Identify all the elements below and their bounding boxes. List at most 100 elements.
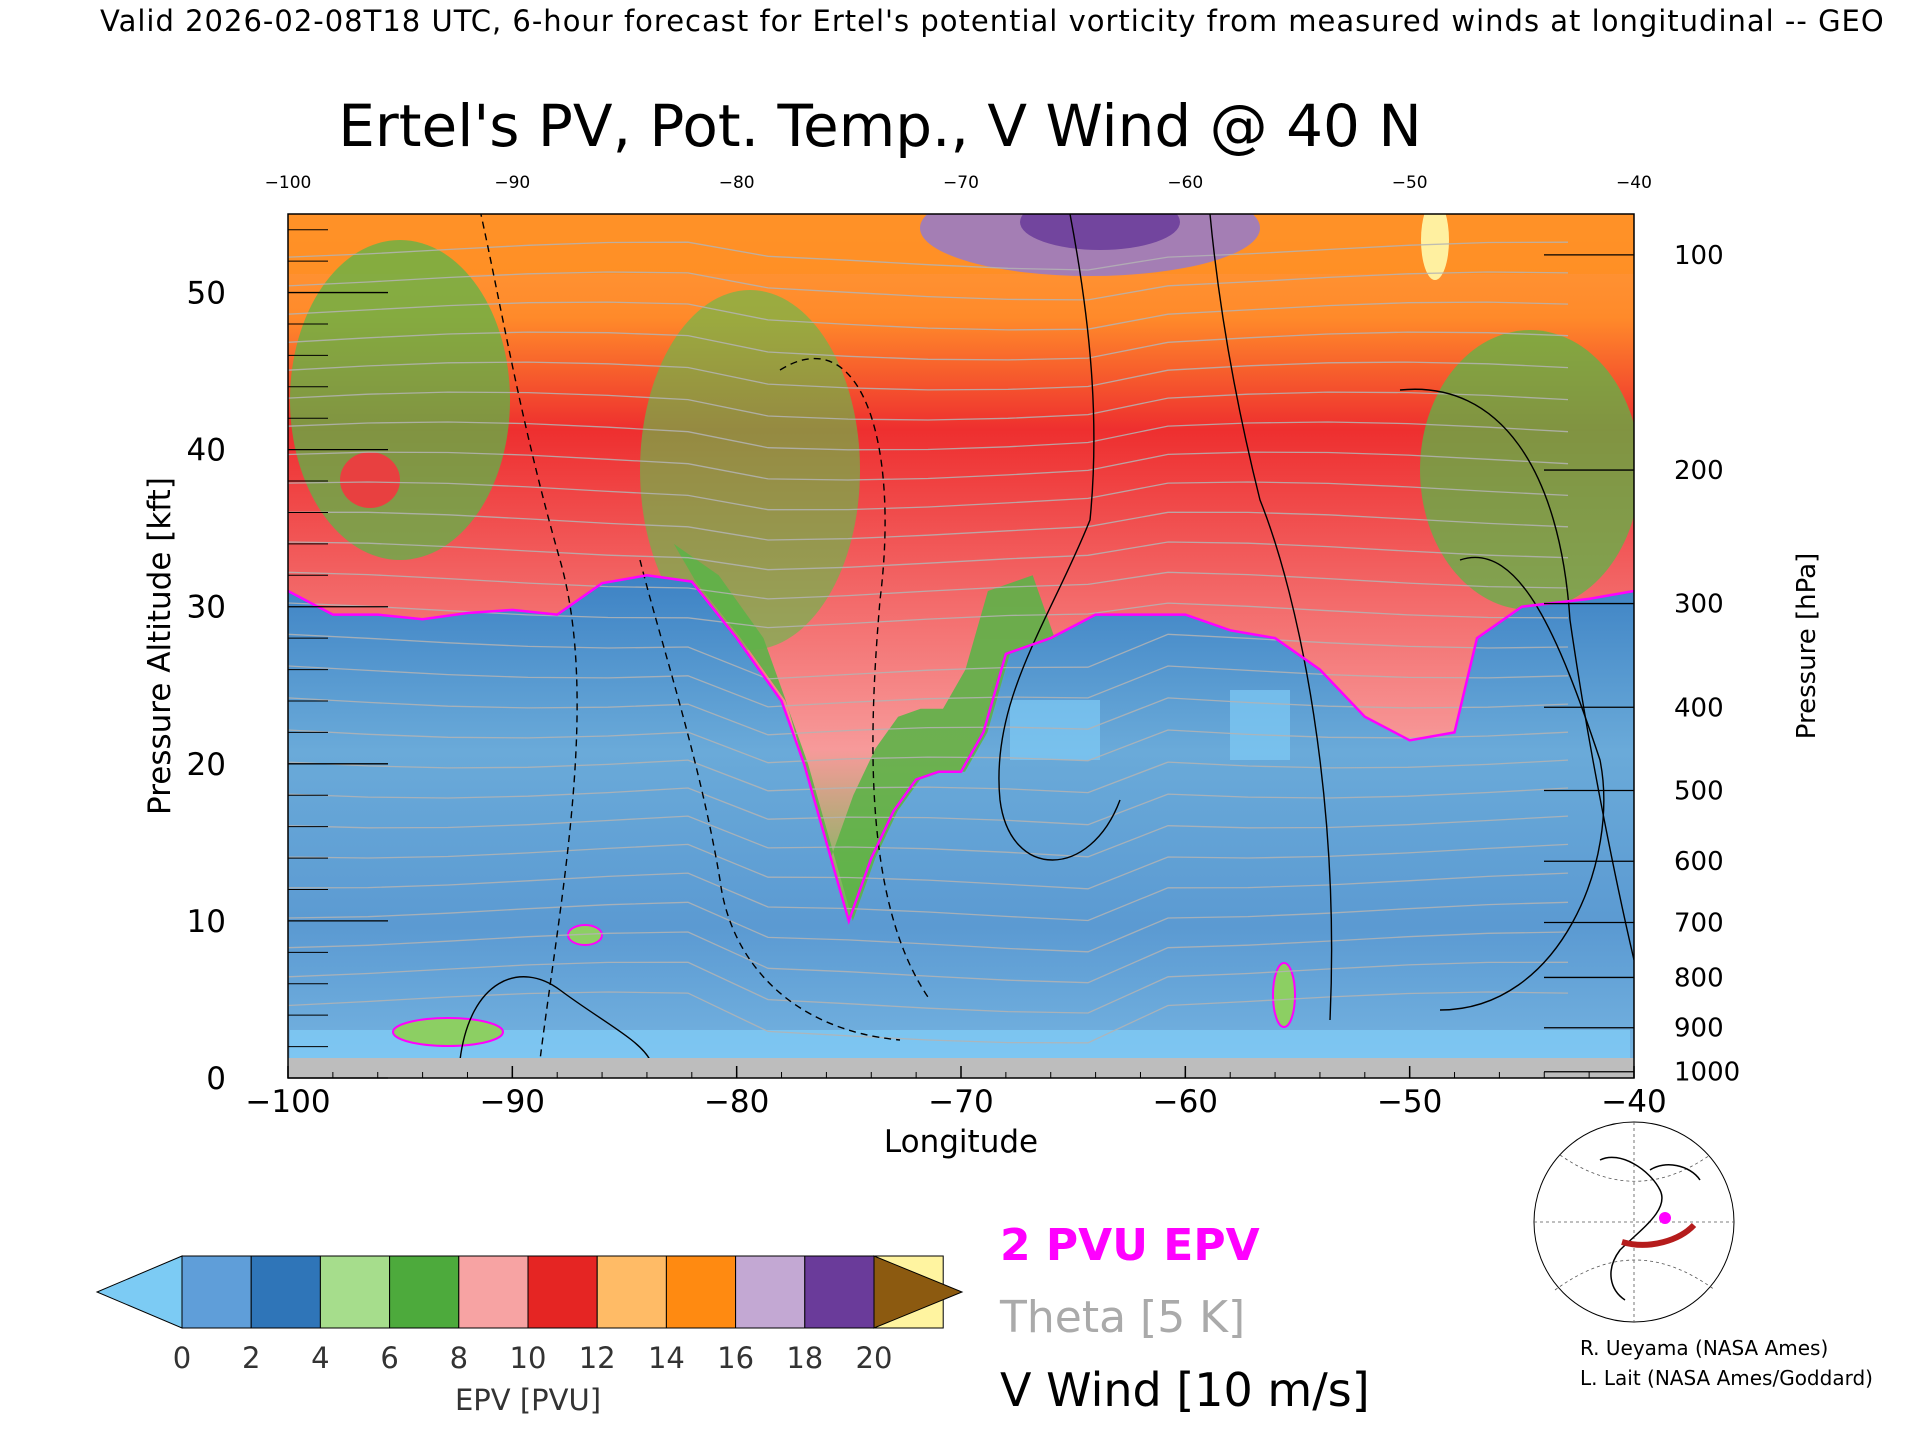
colorbar-tick-label: 16 <box>717 1341 754 1375</box>
theta-contour <box>288 697 1569 736</box>
y-tick-label: 20 <box>187 747 226 783</box>
y-axis-label-right: Pressure [hPa] <box>1792 553 1822 740</box>
theta-contour <box>288 391 1569 421</box>
legend-entry: 2 PVU EPV <box>1000 1220 1260 1271</box>
theta-contours <box>288 241 1569 1044</box>
pressure-tick-label: 600 <box>1674 847 1724 877</box>
theta-contour <box>288 541 1569 571</box>
low-level-pv-blob-3 <box>1272 962 1296 1028</box>
y-tick-label: 30 <box>187 590 226 626</box>
red-epv-west <box>340 452 400 508</box>
colorbar-tick-label: 2 <box>242 1341 260 1375</box>
colorbar-segment <box>458 1255 529 1329</box>
pressure-tick-label: 500 <box>1674 777 1724 807</box>
y-tick-label: 40 <box>187 433 226 469</box>
theta-contour <box>288 665 1569 708</box>
colorbar-tick-label: 0 <box>173 1341 191 1375</box>
theta-contour <box>288 301 1569 331</box>
x-tick-label: −80 <box>704 1084 769 1120</box>
v-wind-contour-solid-3 <box>1399 388 1634 961</box>
colorbar-over-arrow <box>873 1255 964 1329</box>
colorbar-tick-label: 8 <box>450 1341 468 1375</box>
theta-contour <box>288 481 1569 511</box>
colorbar-tick-label: 14 <box>648 1341 685 1375</box>
tropopause-fold-green <box>673 543 1055 921</box>
theta-contour <box>288 511 1569 541</box>
theta-contour <box>288 571 1569 600</box>
theta-contour <box>288 961 1569 1014</box>
theta-contour <box>288 421 1569 451</box>
v-wind-contour-dashed-1 <box>480 214 578 1061</box>
colorbar: 0 2 4 6 8 10 12 14 16 18 20 <box>95 1255 964 1375</box>
green-epv-east <box>1420 330 1634 610</box>
credit-line-1: R. Ueyama (NASA Ames) <box>1580 1336 1829 1360</box>
legend-entry: Theta [5 K] <box>999 1292 1245 1343</box>
y-axis-left: 0 10 20 30 40 50 <box>187 229 388 1097</box>
x-tick-label: −100 <box>245 1084 330 1120</box>
top-x-tick-label: −100 <box>265 173 312 193</box>
colorbar-segment <box>804 1255 875 1329</box>
pressure-tick-label: 400 <box>1674 693 1724 723</box>
x-tick-label: −60 <box>1153 1084 1218 1120</box>
v-wind-contour-solid-5 <box>459 976 651 1061</box>
x-axis-top: −100 −90 −80 −70 −60 −50 −40 <box>265 173 1652 193</box>
legend: 2 PVU EPV Theta [5 K] V Wind [10 m/s] <box>999 1220 1370 1417</box>
pv2-tropopause-line <box>288 574 1634 925</box>
colorbar-tick-label: 10 <box>510 1341 547 1375</box>
low-level-pv-blob-1 <box>392 1017 504 1047</box>
x-axis-label: Longitude <box>884 1124 1038 1160</box>
map-location-marker <box>1659 1212 1671 1224</box>
colorbar-segment <box>665 1255 737 1329</box>
theta-contour <box>288 633 1569 680</box>
light-blue-patch-1 <box>1010 700 1100 760</box>
colorbar-under-arrow <box>95 1255 183 1329</box>
x-axis: −100 −90 −80 −70 −60 −50 −40 <box>245 1066 1667 1120</box>
colorbar-segment <box>250 1255 321 1329</box>
y-tick-label: 0 <box>206 1061 226 1097</box>
pressure-tick-label: 800 <box>1674 963 1724 993</box>
theta-contour <box>288 361 1569 391</box>
top-x-tick-label: −60 <box>1167 173 1203 193</box>
troposphere-field <box>288 575 1634 1078</box>
top-x-tick-label: −40 <box>1616 173 1652 193</box>
purple-epv-core <box>1020 214 1180 250</box>
theta-contour <box>288 815 1569 858</box>
legend-entry: V Wind [10 m/s] <box>1000 1363 1370 1417</box>
theta-contour <box>288 787 1569 826</box>
top-x-tick-label: −70 <box>943 173 979 193</box>
colorbar-tick-label: 20 <box>856 1341 893 1375</box>
chart-title: Ertel's PV, Pot. Temp., V Wind @ 40 N <box>338 92 1422 160</box>
theta-contour <box>288 872 1569 922</box>
v-wind-contour-solid-2 <box>1209 214 1333 1021</box>
pressure-tick-label: 1000 <box>1674 1058 1740 1088</box>
colorbar-segment <box>527 1255 598 1329</box>
top-x-tick-label: −90 <box>494 173 530 193</box>
map-coastline <box>1599 1156 1701 1301</box>
theta-contour <box>288 331 1569 361</box>
pressure-tick-label: 700 <box>1674 908 1724 938</box>
theta-contour <box>288 241 1569 271</box>
theta-contour <box>288 843 1569 890</box>
colorbar-segment <box>319 1255 391 1329</box>
y-tick-label: 50 <box>187 276 226 312</box>
x-tick-label: −90 <box>480 1084 545 1120</box>
theta-contour <box>288 451 1569 481</box>
theta-contour <box>288 991 1569 1044</box>
map-cross-section-path <box>1621 1222 1697 1248</box>
theta-contour <box>288 729 1569 764</box>
pressure-tick-label: 900 <box>1674 1014 1724 1044</box>
location-map-inset <box>1533 1121 1735 1323</box>
theta-contour <box>288 271 1569 301</box>
theta-contour <box>288 759 1569 794</box>
v-wind-contours <box>459 214 1634 1061</box>
colorbar-segment <box>735 1255 806 1329</box>
colorbar-segment <box>596 1255 667 1329</box>
theta-contour <box>288 931 1569 984</box>
top-x-tick-label: −80 <box>719 173 755 193</box>
x-tick-label: −50 <box>1377 1084 1442 1120</box>
light-blue-surface <box>290 1030 1630 1060</box>
y-axis-right: 100 200 300 400 500 600 700 800 900 1000 <box>1544 241 1740 1088</box>
credit-line-2: L. Lait (NASA Ames/Goddard) <box>1580 1366 1873 1390</box>
top-banner: Valid 2026-02-08T18 UTC, 6-hour forecast… <box>100 4 1885 38</box>
